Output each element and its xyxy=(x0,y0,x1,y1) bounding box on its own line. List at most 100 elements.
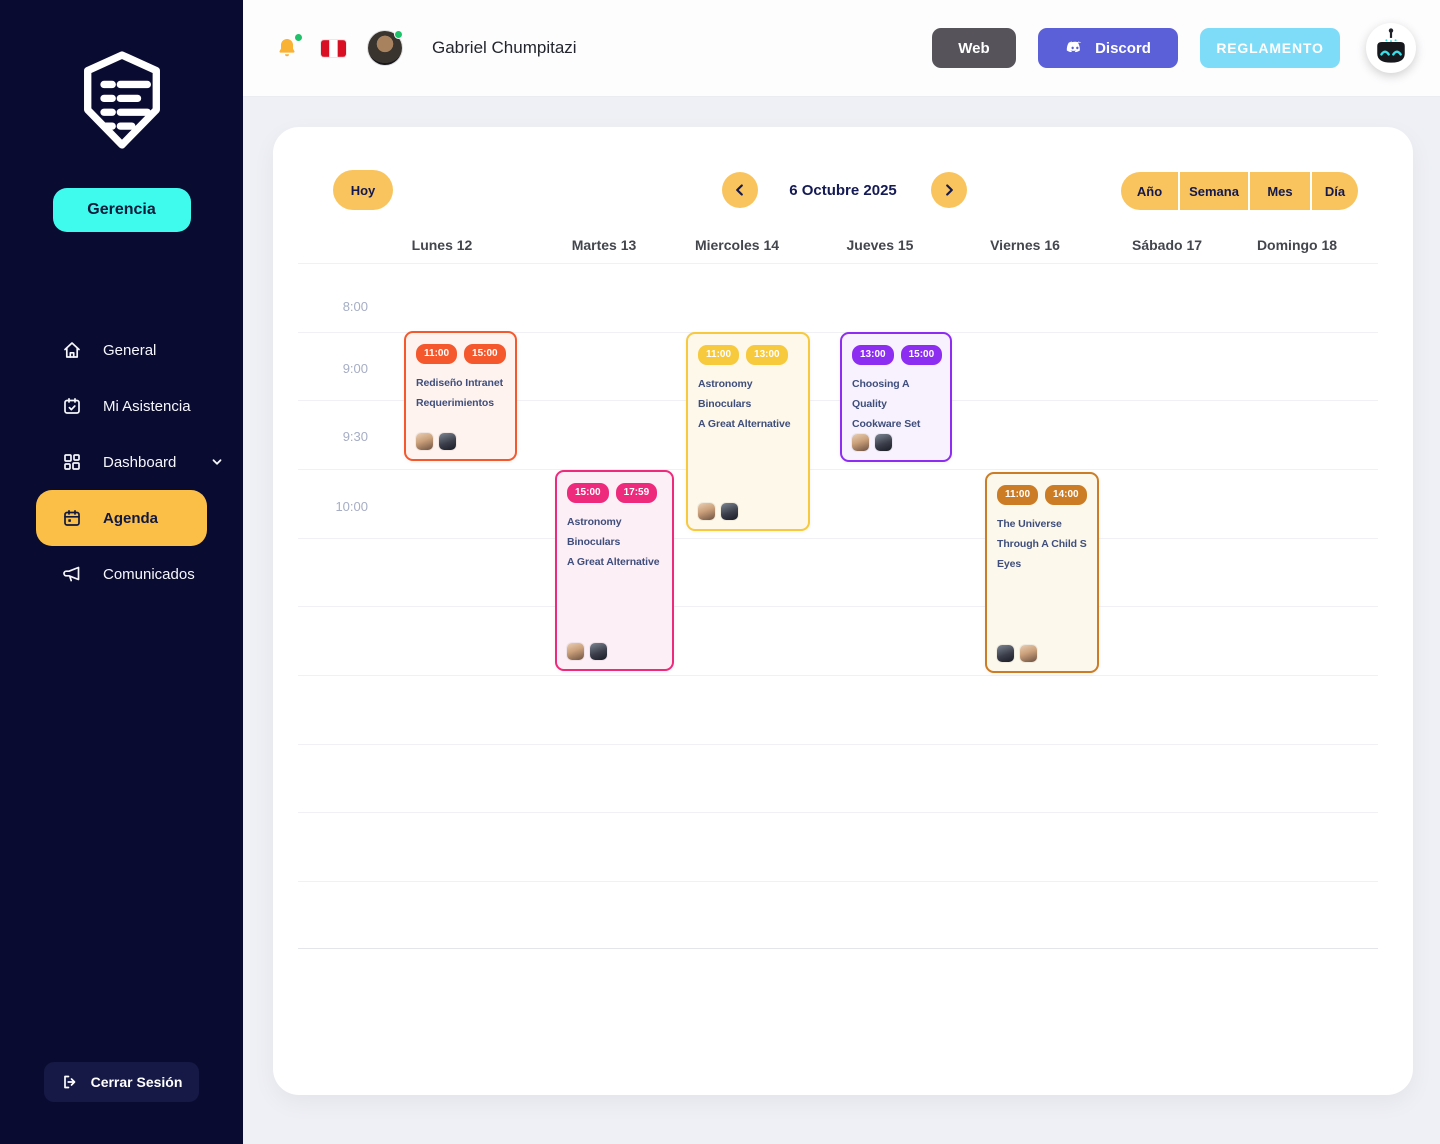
peru-flag-icon[interactable] xyxy=(321,39,346,57)
dashboard-grid-icon xyxy=(64,454,80,470)
day-header-sabado: Sábado 17 xyxy=(1131,237,1203,253)
view-switcher: Año Semana Mes Día xyxy=(1121,172,1358,210)
event-attendees xyxy=(852,434,892,451)
logout-label: Cerrar Sesión xyxy=(90,1074,183,1090)
role-button[interactable]: Gerencia xyxy=(52,188,191,232)
event-card-cookware-set[interactable]: 13:00 15:00 Choosing A Quality Cookware … xyxy=(840,332,952,462)
gridline xyxy=(298,263,1378,264)
event-title: Astronomy Binoculars A Great Alternative xyxy=(567,516,660,568)
page-content: Hoy 6 Octubre 2025 Año Semana Mes Día Lu… xyxy=(243,97,1440,1144)
megaphone-icon xyxy=(63,566,80,582)
gridline xyxy=(298,948,1378,949)
event-title: Choosing A Quality Cookware Set xyxy=(852,378,921,430)
event-card-astronomy-binoculars-martes[interactable]: 15:00 17:59 Astronomy Binoculars A Great… xyxy=(555,470,674,671)
sidebar-item-general[interactable]: General xyxy=(0,322,243,378)
calendar-icon xyxy=(64,509,80,526)
gridline xyxy=(298,812,1378,813)
day-header-viernes: Viernes 16 xyxy=(990,237,1060,253)
event-title: Astronomy Binoculars A Great Alternative xyxy=(698,378,791,430)
reglamento-button[interactable]: REGLAMENTO xyxy=(1200,28,1340,68)
chevron-right-icon xyxy=(946,184,953,196)
logout-icon xyxy=(63,1075,75,1089)
time-label: 10:00 xyxy=(335,499,368,514)
gridline xyxy=(298,400,1378,401)
online-status-dot xyxy=(394,30,403,39)
gridline xyxy=(298,675,1378,676)
current-date-label: 6 Octubre 2025 xyxy=(789,182,897,199)
view-month-button[interactable]: Mes xyxy=(1250,172,1310,210)
day-header-lunes: Lunes 12 xyxy=(411,237,473,253)
chevron-left-icon xyxy=(736,184,743,196)
calendar-check-icon xyxy=(64,397,80,414)
sidebar-item-label: Agenda xyxy=(103,509,159,527)
chevron-down-icon xyxy=(212,459,222,465)
time-label: 8:00 xyxy=(342,299,368,314)
time-label: 9:00 xyxy=(342,361,368,376)
notification-bell-button[interactable] xyxy=(275,33,303,60)
robot-icon xyxy=(1377,28,1405,63)
event-end-time: 15:00 xyxy=(464,344,506,364)
event-end-time: 13:00 xyxy=(746,345,788,365)
today-button[interactable]: Hoy xyxy=(333,170,393,210)
event-end-time: 14:00 xyxy=(1045,485,1087,505)
time-label: 9:30 xyxy=(342,429,368,444)
discord-icon xyxy=(1066,41,1082,53)
sidebar-nav: General Mi Asistencia Dashboard xyxy=(0,322,243,602)
shield-logo-icon xyxy=(83,51,160,149)
attendee-avatar xyxy=(416,433,433,450)
view-day-button[interactable]: Día xyxy=(1312,172,1358,210)
previous-week-button[interactable] xyxy=(722,172,758,208)
sidebar-item-label: General xyxy=(103,341,157,359)
home-icon xyxy=(64,342,80,358)
top-header: Gabriel Chumpitazi Web Discord REGLAMENT… xyxy=(243,0,1440,97)
event-start-time: 15:00 xyxy=(567,483,609,503)
calendar-panel: Hoy 6 Octubre 2025 Año Semana Mes Día Lu… xyxy=(273,127,1413,1095)
event-end-time: 17:59 xyxy=(615,483,658,503)
logout-button[interactable]: Cerrar Sesión xyxy=(44,1062,199,1102)
attendee-avatar xyxy=(1020,645,1037,662)
sidebar-item-agenda[interactable]: Agenda xyxy=(36,490,207,546)
event-start-time: 11:00 xyxy=(997,485,1039,505)
user-name: Gabriel Chumpitazi xyxy=(432,38,577,57)
event-start-time: 13:00 xyxy=(852,345,894,365)
gridline xyxy=(298,332,1378,333)
sidebar-item-label: Mi Asistencia xyxy=(103,397,191,415)
event-end-time: 15:00 xyxy=(900,345,943,365)
event-start-time: 11:00 xyxy=(416,344,458,364)
gridline xyxy=(298,538,1378,539)
sidebar-item-label: Dashboard xyxy=(103,453,177,471)
view-week-button[interactable]: Semana xyxy=(1180,172,1248,210)
event-card-rediseno-intranet[interactable]: 11:00 15:00 Rediseño Intranet Requerimie… xyxy=(404,331,517,461)
event-attendees xyxy=(567,643,607,660)
bell-icon xyxy=(279,39,295,57)
view-year-button[interactable]: Año xyxy=(1121,172,1178,210)
sidebar-item-mi-asistencia[interactable]: Mi Asistencia xyxy=(0,378,243,434)
notification-dot xyxy=(294,33,303,42)
discord-label: Discord xyxy=(1095,39,1151,57)
attendee-avatar xyxy=(567,643,584,660)
gridline xyxy=(298,744,1378,745)
sidebar: Gerencia General Mi Asistencia Dashbo xyxy=(0,0,243,1144)
event-card-astronomy-binoculars-miercoles[interactable]: 11:00 13:00 Astronomy Binoculars A Great… xyxy=(686,332,810,531)
sidebar-item-comunicados[interactable]: Comunicados xyxy=(0,546,243,602)
event-card-universe-child-eyes[interactable]: 11:00 14:00 The Universe Through A Child… xyxy=(985,472,1099,673)
attendee-avatar xyxy=(698,503,715,520)
day-header-miercoles: Miercoles 14 xyxy=(694,237,780,253)
gridline xyxy=(298,469,1378,470)
next-week-button[interactable] xyxy=(931,172,967,208)
day-header-martes: Martes 13 xyxy=(571,237,637,253)
discord-button[interactable]: Discord xyxy=(1038,28,1178,68)
gridline xyxy=(298,606,1378,607)
main-area: Gabriel Chumpitazi Web Discord REGLAMENT… xyxy=(243,0,1440,1144)
attendee-avatar xyxy=(875,434,892,451)
robot-assistant-button[interactable] xyxy=(1366,23,1416,73)
sidebar-item-dashboard[interactable]: Dashboard xyxy=(0,434,243,490)
attendee-avatar xyxy=(590,643,607,660)
user-avatar[interactable] xyxy=(368,30,403,65)
web-button[interactable]: Web xyxy=(932,28,1016,68)
attendee-avatar xyxy=(852,434,869,451)
event-title: The Universe Through A Child S Eyes xyxy=(997,518,1087,570)
day-header-domingo: Domingo 18 xyxy=(1256,237,1338,253)
attendee-avatar xyxy=(997,645,1014,662)
